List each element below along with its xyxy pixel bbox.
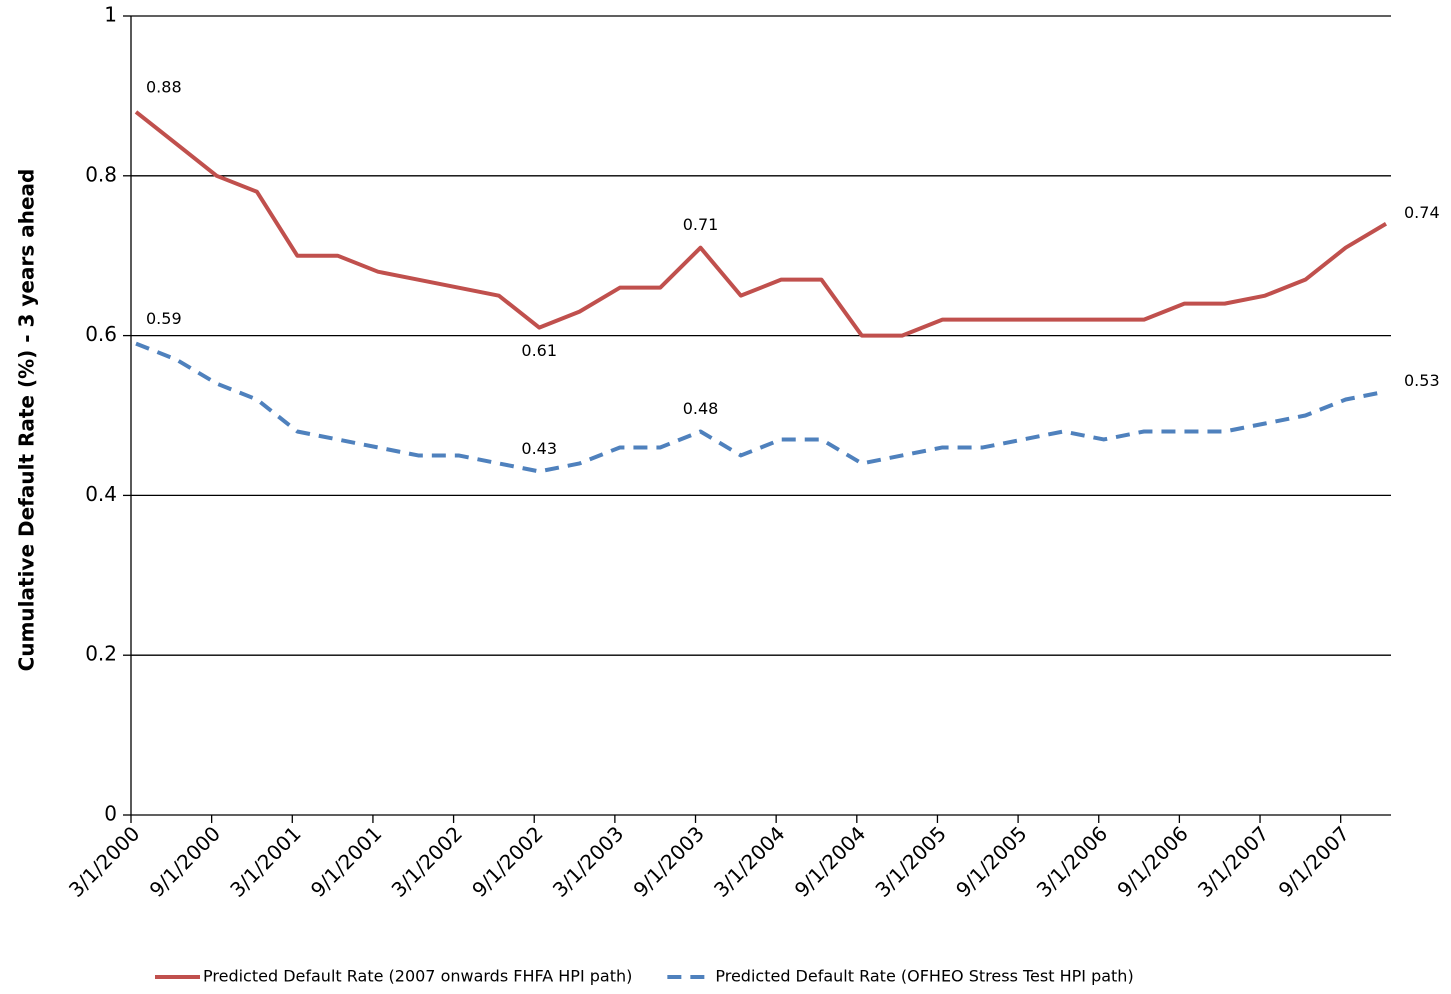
y-tick-label: 0: [104, 802, 117, 826]
y-tick-label: 0.6: [85, 322, 117, 346]
x-tick-label: 3/1/2002: [387, 821, 467, 901]
data-label: 0.43: [521, 439, 557, 458]
x-tick-label: 3/1/2007: [1193, 821, 1273, 901]
data-label: 0.61: [521, 341, 557, 360]
x-tick-label: 9/1/2000: [145, 821, 225, 901]
x-tick-label: 9/1/2003: [628, 821, 708, 901]
x-tick-label: 3/1/2004: [709, 821, 789, 901]
data-label: 0.74: [1404, 203, 1440, 222]
x-tick-label: 9/1/2007: [1274, 821, 1354, 901]
x-tick-label: 3/1/2001: [225, 821, 305, 901]
x-tick-label: 9/1/2002: [467, 821, 547, 901]
legend-label: Predicted Default Rate (2007 onwards FHF…: [203, 967, 632, 986]
x-tick-label: 9/1/2006: [1112, 821, 1192, 901]
data-label: 0.53: [1404, 371, 1440, 390]
series-line: [135, 341, 1387, 474]
y-tick-label: 0.2: [85, 642, 117, 666]
data-label: 0.88: [146, 77, 182, 96]
legend-label: Predicted Default Rate (OFHEO Stress Tes…: [715, 967, 1133, 986]
series-line: [134, 110, 1388, 338]
x-tick-label: 3/1/2003: [548, 821, 628, 901]
x-tick-label: 9/1/2004: [790, 821, 870, 901]
y-tick-label: 1: [104, 3, 117, 27]
data-label: 0.71: [683, 215, 719, 234]
data-label: 0.48: [683, 399, 719, 418]
y-tick-label: 0.8: [85, 162, 117, 186]
x-tick-label: 9/1/2005: [951, 821, 1031, 901]
x-tick-label: 3/1/2006: [1032, 821, 1112, 901]
x-tick-label: 3/1/2000: [64, 821, 144, 901]
y-tick-label: 0.4: [85, 482, 117, 506]
x-tick-label: 9/1/2001: [306, 821, 386, 901]
x-tick-label: 3/1/2005: [870, 821, 950, 901]
y-axis-title: Cumulative Default Rate (%) - 3 years ah…: [15, 169, 39, 672]
data-label: 0.59: [146, 309, 182, 328]
